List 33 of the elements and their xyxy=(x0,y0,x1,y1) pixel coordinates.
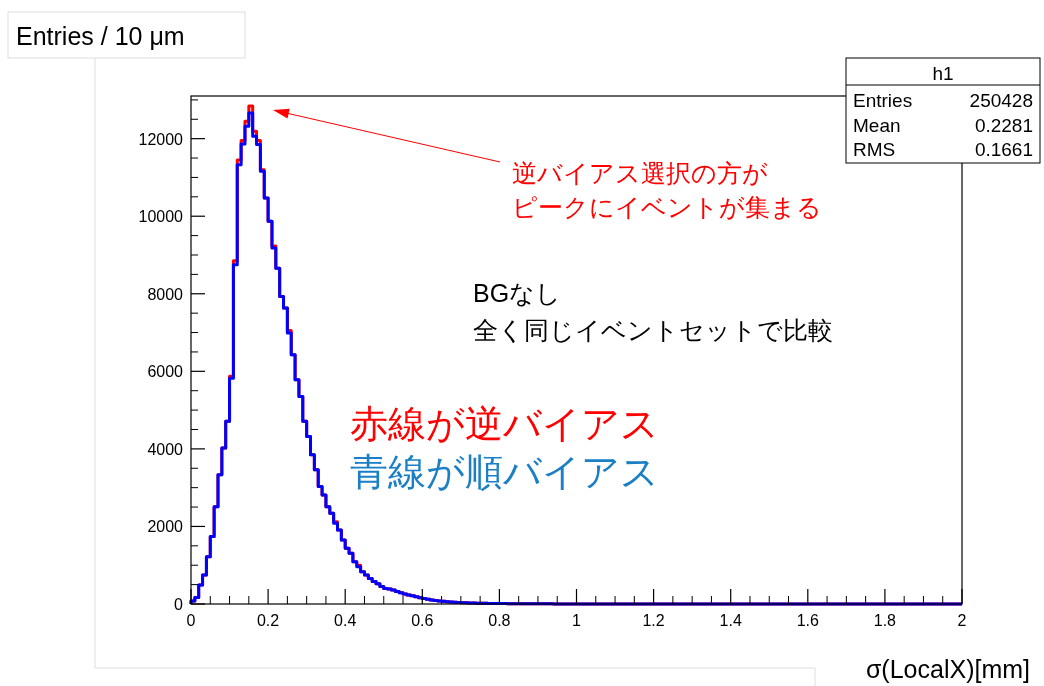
text: 0.2281 xyxy=(974,114,1033,136)
x-tick-label: 2 xyxy=(957,612,967,629)
y-tick-label: 12000 xyxy=(138,130,184,148)
text: h1 xyxy=(932,63,954,84)
y-tick-label: 6000 xyxy=(147,363,184,381)
annotation: 青線が順バイアス xyxy=(350,451,659,493)
y-tick-label: 2000 xyxy=(147,518,184,536)
text: 0.1661 xyxy=(974,139,1033,160)
text: 250428 xyxy=(969,90,1033,111)
y-tick-label: 0 xyxy=(174,596,184,613)
x-tick-label: 0.4 xyxy=(334,612,357,629)
y-tick-label: 10000 xyxy=(138,208,184,226)
annotation: RMS xyxy=(853,139,896,160)
annotation: ピークにイベントが集まる xyxy=(512,193,822,221)
x-tick-label: 1.4 xyxy=(719,612,742,629)
y-axis-title: Entries / 10 μm xyxy=(16,22,185,50)
x-tick-label: 0.2 xyxy=(256,612,280,629)
x-tick-label: 0.6 xyxy=(411,612,434,629)
annotation: 全く同じイベントセットで比較 xyxy=(473,316,833,344)
x-tick-label: 1.6 xyxy=(796,612,820,629)
y-tick-label: 4000 xyxy=(147,440,184,458)
annotation: Entries xyxy=(853,90,913,111)
x-axis-title: σ(LocalX)[mm] xyxy=(865,655,1030,683)
annotation: 赤線が逆バイアス xyxy=(350,403,659,445)
x-tick-label: 1.2 xyxy=(642,612,665,629)
x-tick-label: 0.8 xyxy=(488,612,511,629)
annotation: BGなし xyxy=(473,279,562,307)
annotation: Mean xyxy=(853,114,901,136)
x-tick-label: 1.8 xyxy=(873,612,897,629)
y-tick-label: 8000 xyxy=(147,285,184,303)
x-tick-label: 1 xyxy=(572,612,582,629)
x-tick-label: 0 xyxy=(186,612,196,629)
annotation: 逆バイアス選択の方が xyxy=(512,159,768,187)
